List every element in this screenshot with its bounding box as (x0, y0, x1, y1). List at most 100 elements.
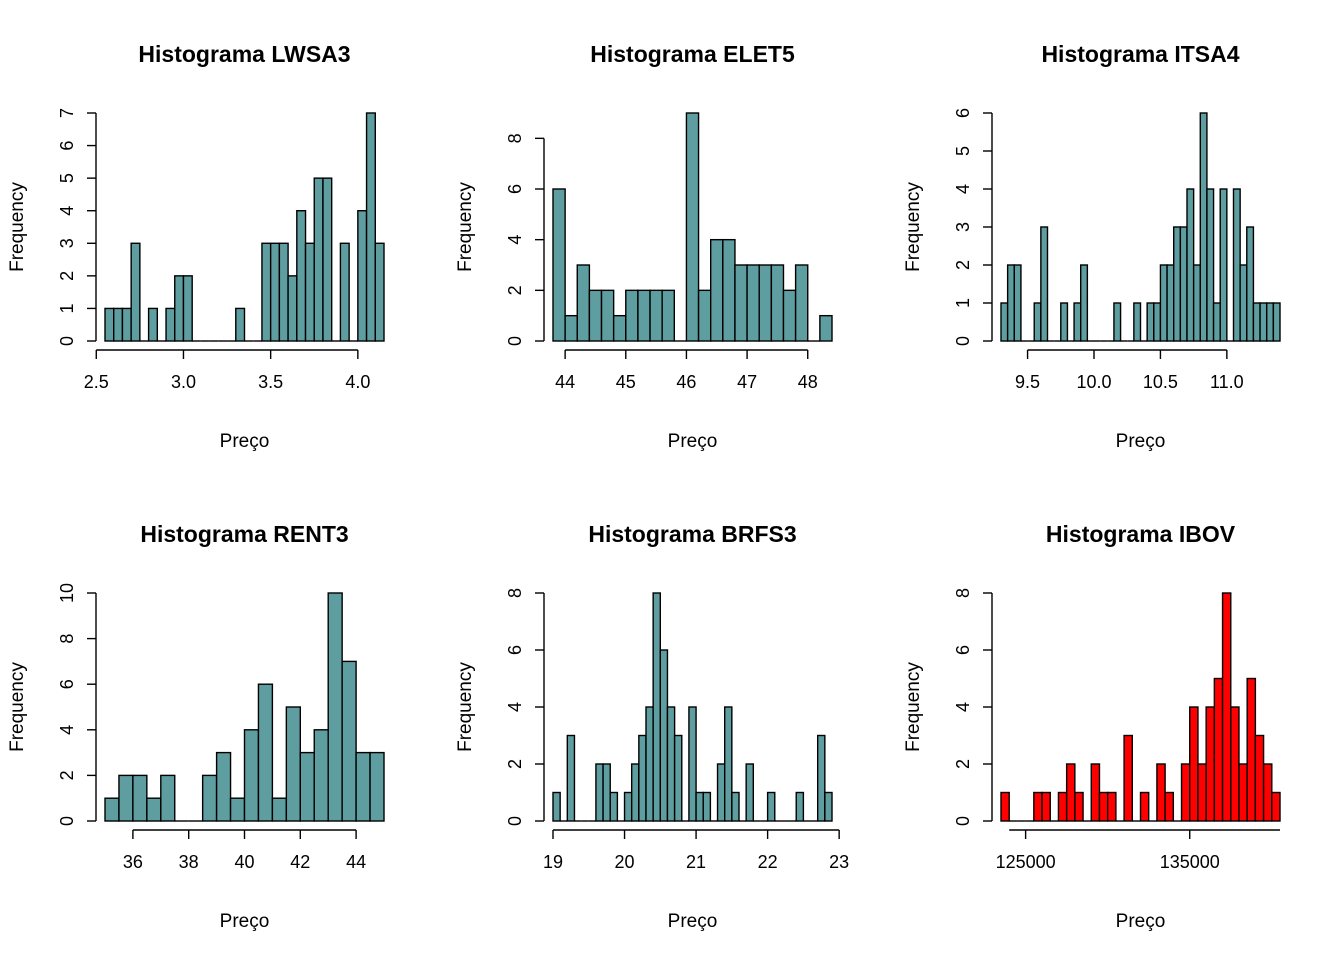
chart-title: Histograma ELET5 (590, 41, 795, 67)
bar (702, 791, 712, 822)
x-tick-label: 47 (737, 372, 757, 392)
bar (745, 763, 755, 822)
x-tick-label: 42 (290, 852, 310, 872)
bar (121, 307, 132, 342)
x-tick-label: 2.5 (84, 372, 109, 392)
x-tick-label: 40 (234, 852, 254, 872)
bar (365, 112, 376, 342)
y-tick-label: 10 (57, 583, 77, 603)
bar (637, 289, 651, 342)
y-tick-label: 1 (953, 298, 973, 308)
bar (1080, 264, 1089, 342)
bar (369, 751, 385, 822)
bar (1040, 226, 1049, 342)
bar (261, 242, 272, 342)
chart-title: Histograma ITSA4 (1041, 41, 1239, 67)
x-tick-label: 10.5 (1143, 372, 1178, 392)
y-tick-label: 8 (505, 133, 525, 143)
x-tick-label: 4.0 (345, 372, 370, 392)
histogram-panel-5: 125000 135000 0 2 4 6 8 Histograma IBOV Preço Fre… (903, 521, 1281, 932)
bar (257, 683, 274, 822)
y-tick-label: 5 (953, 146, 973, 156)
bar (1156, 763, 1166, 822)
y-tick-label: 6 (505, 645, 525, 655)
bar (243, 729, 260, 822)
bar (824, 791, 833, 822)
bar (1057, 791, 1068, 822)
bar (299, 751, 315, 822)
x-tick-label: 38 (179, 852, 199, 872)
bar (113, 307, 124, 342)
x-tick-label: 23 (829, 852, 849, 872)
bar (278, 242, 289, 342)
bar (322, 177, 333, 342)
bar (645, 706, 654, 822)
bar (313, 729, 329, 822)
bar (1073, 302, 1082, 342)
bar (1123, 734, 1133, 822)
x-tick-label: 46 (676, 372, 696, 392)
y-tick-label: 4 (505, 702, 525, 712)
bar (1239, 264, 1248, 342)
bar (1113, 302, 1122, 342)
bar (1212, 302, 1221, 342)
bar (1060, 302, 1069, 342)
bar (602, 763, 611, 822)
bar (609, 791, 619, 822)
x-axis-label: Preço (220, 431, 270, 452)
bar (1000, 302, 1009, 342)
bar (1065, 763, 1076, 822)
y-tick-label: 6 (57, 141, 77, 151)
bar (746, 264, 760, 342)
bar (1164, 791, 1175, 822)
y-tick-label: 0 (505, 336, 525, 346)
x-tick-label: 45 (616, 372, 636, 392)
bar (235, 307, 246, 342)
bar (795, 791, 805, 822)
histogram-panel-2: 9.5 10.0 10.5 11.0 0 1 2 3 4 5 6 Histograma ITSA4 Pr… (903, 41, 1281, 452)
bar (1213, 677, 1224, 822)
y-tick-label: 3 (57, 238, 77, 248)
y-axis-label: Frequency (7, 662, 28, 752)
bar (1090, 763, 1101, 822)
bar (296, 210, 307, 342)
y-tick-label: 8 (57, 634, 77, 644)
x-tick-label: 36 (123, 852, 143, 872)
bar (1074, 791, 1084, 822)
y-tick-label: 2 (57, 271, 77, 281)
x-tick-label: 3.0 (171, 372, 196, 392)
bar (576, 264, 591, 342)
bar (1159, 264, 1168, 342)
bar (1146, 302, 1155, 342)
chart-title: Histograma LWSA3 (138, 41, 350, 67)
bar (794, 264, 809, 342)
bar (1238, 763, 1248, 822)
y-axis-label: Frequency (455, 182, 476, 272)
bar (132, 774, 148, 822)
bar (1199, 112, 1208, 342)
bar (304, 242, 315, 342)
bar (564, 314, 578, 342)
y-tick-label: 5 (57, 173, 77, 183)
bar (1246, 226, 1255, 342)
bar (271, 797, 288, 822)
bar (160, 774, 176, 822)
bar (1133, 302, 1142, 342)
bar (552, 188, 566, 342)
bar (659, 649, 669, 822)
y-tick-label: 2 (953, 759, 973, 769)
x-tick-label: 21 (686, 852, 706, 872)
bar (1153, 302, 1162, 342)
bar (1166, 264, 1175, 342)
bar (201, 774, 218, 822)
x-tick-label: 125000 (996, 852, 1056, 872)
y-axis-label: Frequency (7, 182, 28, 272)
bar (566, 734, 576, 822)
bar (731, 791, 740, 822)
y-tick-label: 8 (953, 588, 973, 598)
bar (709, 238, 724, 342)
bar (625, 289, 639, 342)
bar (1106, 791, 1117, 822)
bar (1173, 226, 1182, 342)
